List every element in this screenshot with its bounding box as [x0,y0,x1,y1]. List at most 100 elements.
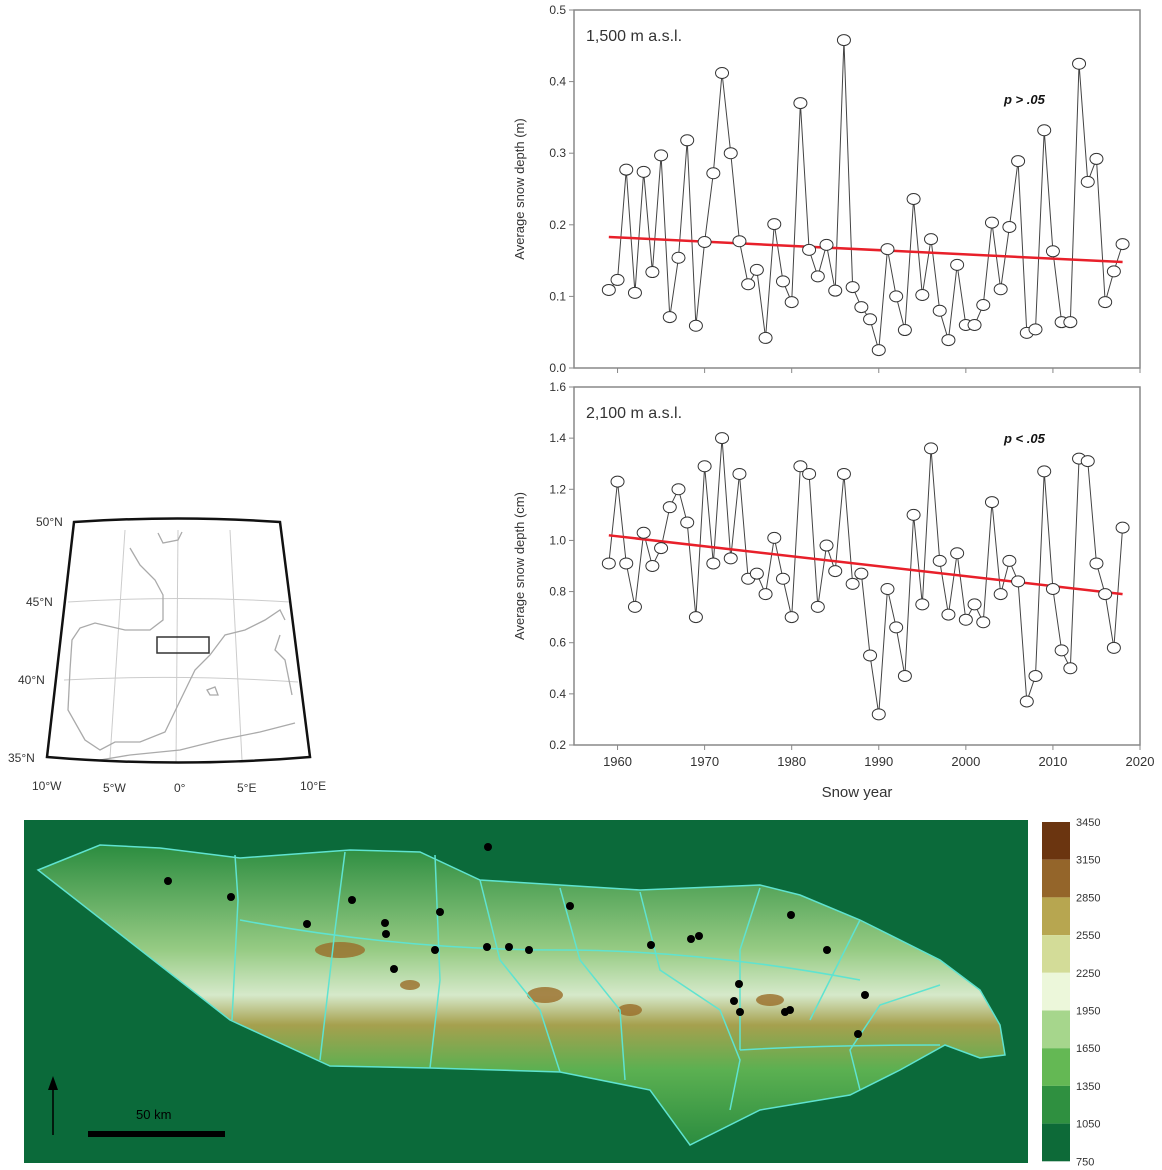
significance-annotation: p > .05 [1003,92,1046,107]
data-point [819,238,834,251]
data-point [749,263,764,276]
colorbar-band [1042,897,1070,936]
data-point [706,557,721,570]
data-point [732,235,747,248]
data-point [680,516,695,529]
data-point [688,319,703,332]
data-point [941,334,956,347]
data-point [1045,583,1060,596]
x-tick-label: 2000 [951,754,980,769]
study-area-box [156,636,210,654]
data-point [950,258,965,271]
data-point [828,284,843,297]
data-point [662,501,677,514]
data-point [880,243,895,256]
station-marker [735,980,743,988]
data-point [976,298,991,311]
data-point [897,324,912,337]
colorbar-label: 1350 [1076,1081,1100,1093]
data-point [601,557,616,570]
station-marker [787,911,795,919]
data-point [958,613,973,626]
data-point [636,165,651,178]
scale-label: 50 km [136,1107,171,1122]
data-point [715,67,730,80]
data-line [608,438,1124,715]
scale-bar [88,1131,225,1137]
data-point [871,344,886,357]
data-point [889,290,904,303]
data-point [802,467,817,480]
y-tick-label: 0.8 [549,585,566,599]
high-peaks [315,942,784,1016]
data-point [775,275,790,288]
data-point [845,577,860,590]
trend-line [608,534,1123,596]
data-point [802,243,817,256]
data-point [924,442,939,455]
station-marker [781,1008,789,1016]
data-point [889,621,904,634]
data-point [697,235,712,248]
data-point [836,467,851,480]
colorbar-label: 1650 [1076,1043,1100,1055]
data-point [906,193,921,206]
dem-map: 50 km 3450 3150 2850 2550 2250 1950 1650 1350 10… [24,817,1100,1168]
mountain-relief [38,845,1005,1145]
station-marker [854,1030,862,1038]
station-marker [695,932,703,940]
y-tick-label: 0.2 [549,738,566,752]
data-point [654,542,669,555]
data-point [706,167,721,180]
data-point [828,565,843,578]
data-point [671,251,686,264]
station-marker [431,946,439,954]
data-point [976,616,991,629]
panel-label: 1,500 m a.s.l. [586,28,682,45]
lon-label: 5°W [103,781,126,795]
station-marker [736,1008,744,1016]
colorbar-label: 3450 [1076,817,1100,829]
data-point [1019,695,1034,708]
data-point [1063,316,1078,329]
data-point [863,649,878,662]
data-point [993,283,1008,296]
colorbar-label: 2550 [1076,930,1100,942]
data-point [1011,155,1026,168]
trend-line [608,235,1123,264]
data-point [1063,662,1078,675]
data-point [1115,238,1130,251]
data-point [1072,57,1087,70]
colorbar-label: 2250 [1076,968,1100,980]
data-point [810,270,825,283]
y-tick-label: 0.1 [549,289,566,303]
station-marker [687,935,695,943]
station-marker [525,946,533,954]
plot-area [573,386,1141,746]
colorbar-band [1042,1010,1070,1049]
colorbar-band [1042,859,1070,898]
data-point [845,281,860,294]
lon-label: 5°E [237,781,256,795]
station-marker [566,902,574,910]
data-point [984,216,999,229]
data-point [758,588,773,601]
x-tick-label: 1960 [603,754,632,769]
x-axis-label: Snow year [822,784,893,801]
data-point [967,319,982,332]
x-tick-label: 2020 [1126,754,1155,769]
coastlines [67,531,296,761]
y-axis-label: Average snow depth (cm) [512,492,527,640]
data-point [1098,588,1113,601]
data-point [993,588,1008,601]
y-tick-label: 1.4 [549,431,566,445]
lat-label: 45°N [26,595,53,609]
data-point [645,266,660,279]
data-line [608,40,1124,351]
colorbar-band [1042,1048,1070,1086]
data-point [932,554,947,567]
data-point [775,572,790,585]
data-point [784,296,799,309]
data-point [619,163,634,176]
